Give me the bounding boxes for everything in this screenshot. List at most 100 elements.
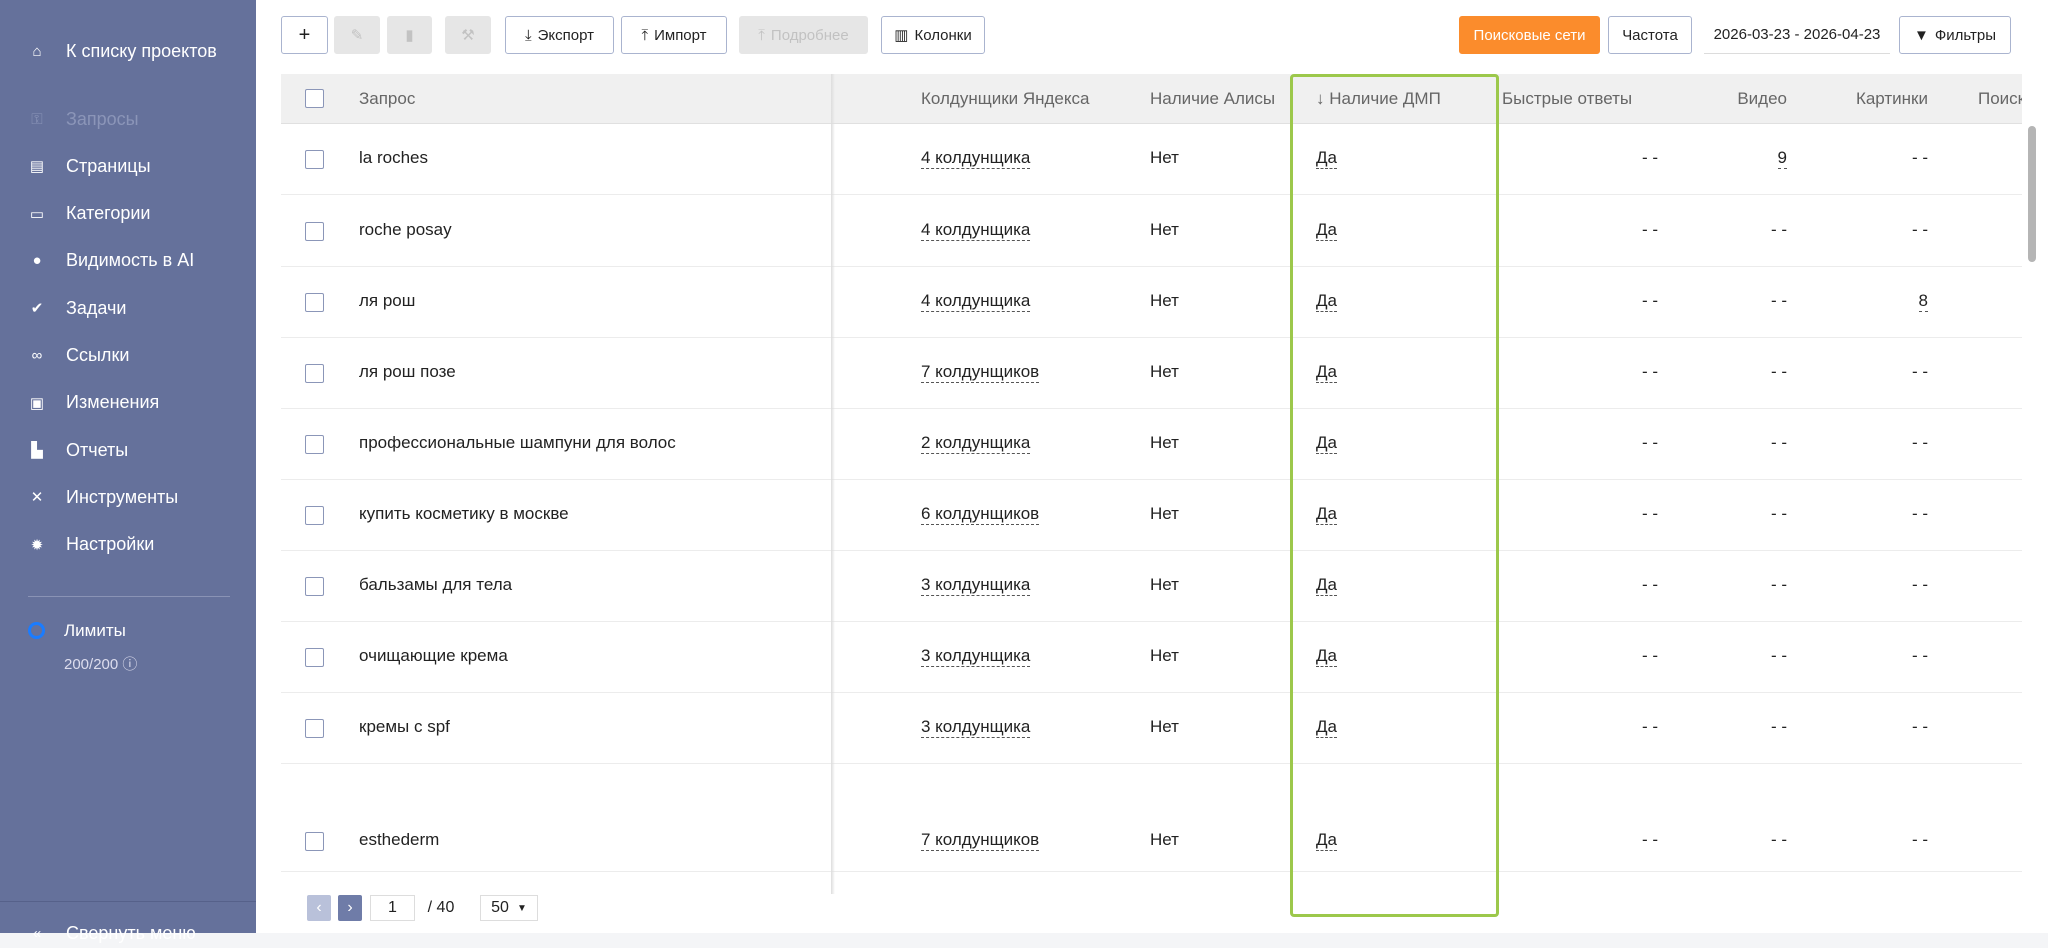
row-checkbox[interactable] bbox=[305, 435, 324, 454]
dmp-link[interactable]: Да bbox=[1316, 646, 1337, 667]
row-checkbox[interactable] bbox=[305, 150, 324, 169]
alice-value: Нет bbox=[1150, 433, 1179, 452]
search-engines-button[interactable]: Поисковые сети bbox=[1459, 16, 1600, 54]
sidebar: ⌂ К списку проектов ⚿ Запросы ▤ Страницы ▭ Кат… bbox=[0, 0, 256, 943]
columns-button[interactable]: ▥ Колонки bbox=[881, 16, 985, 54]
table-row[interactable]: купить косметику в москве 6 колдунщиков … bbox=[281, 480, 2022, 551]
wizards-link[interactable]: 6 колдунщиков bbox=[921, 504, 1040, 525]
table-row[interactable]: ля рош 4 колдунщика Нет Да - - - - 8 bbox=[281, 267, 2022, 338]
back-to-projects-link[interactable]: ⌂ К списку проектов bbox=[28, 36, 217, 66]
quick-answers-value: - - bbox=[1641, 148, 1658, 167]
sidebar-item-4[interactable]: ✔ Задачи bbox=[28, 293, 127, 323]
folder-icon: ▭ bbox=[29, 205, 45, 223]
header-query[interactable]: Запрос bbox=[359, 89, 416, 108]
table-row[interactable]: la roches 4 колдунщика Нет Да - - 9 - - bbox=[281, 124, 2022, 195]
filters-button[interactable]: ▼ Фильтры bbox=[1899, 16, 2011, 54]
delete-button[interactable]: ▮ bbox=[387, 16, 432, 54]
export-button[interactable]: ⤓ Экспорт bbox=[505, 16, 614, 54]
dmp-link[interactable]: Да bbox=[1316, 291, 1337, 312]
frequency-button[interactable]: Частота bbox=[1608, 16, 1692, 54]
dmp-link[interactable]: Да bbox=[1316, 717, 1337, 738]
per-page-select[interactable]: 50 ▼ bbox=[480, 895, 538, 921]
header-dmp[interactable]: ↓ Наличие ДМП bbox=[1316, 89, 1441, 108]
sidebar-item-0[interactable]: ⚿ Запросы bbox=[28, 104, 138, 134]
images-value[interactable]: 8 bbox=[1918, 291, 1928, 312]
header-images[interactable]: Картинки bbox=[1855, 89, 1928, 108]
table-row[interactable]: очищающие крема 3 колдунщика Нет Да - - … bbox=[281, 622, 2022, 693]
prev-page-button[interactable]: ‹ bbox=[307, 895, 331, 921]
sidebar-bottom-divider bbox=[0, 901, 256, 902]
row-checkbox[interactable] bbox=[305, 222, 324, 241]
quick-answers-value: - - bbox=[1641, 291, 1658, 310]
collapse-menu-button[interactable]: « Свернуть меню bbox=[28, 918, 196, 948]
wizards-link[interactable]: 4 колдунщика bbox=[921, 291, 1031, 312]
row-checkbox[interactable] bbox=[305, 832, 324, 851]
details-button[interactable]: ⤒ Подробнее bbox=[739, 16, 868, 54]
sidebar-item-3[interactable]: ● Видимость в AI bbox=[28, 246, 194, 276]
report-icon: ▙ bbox=[31, 442, 43, 460]
row-checkbox[interactable] bbox=[305, 506, 324, 525]
page-input[interactable]: 1 bbox=[370, 895, 415, 921]
sidebar-item-5[interactable]: ∞ Ссылки bbox=[28, 341, 130, 371]
dmp-link[interactable]: Да bbox=[1316, 830, 1337, 851]
edit-button[interactable]: ✎ bbox=[334, 16, 380, 54]
images-value: - - bbox=[1911, 433, 1928, 452]
dmp-link[interactable]: Да bbox=[1316, 504, 1337, 525]
import-button[interactable]: ⤒ Импорт bbox=[621, 16, 727, 54]
sidebar-item-8[interactable]: ✕ Инструменты bbox=[28, 482, 179, 512]
header-quick-answers[interactable]: Быстрые ответы bbox=[1502, 89, 1633, 108]
alice-value: Нет bbox=[1150, 717, 1179, 736]
wizards-link[interactable]: 2 колдунщика bbox=[921, 433, 1031, 454]
wizards-link[interactable]: 3 колдунщика bbox=[921, 717, 1031, 738]
tools-icon: ✕ bbox=[30, 489, 44, 507]
sidebar-item-7[interactable]: ▙ Отчеты bbox=[28, 435, 128, 465]
wizards-link[interactable]: 3 колдунщика bbox=[921, 646, 1031, 667]
video-value: - - bbox=[1770, 433, 1787, 452]
dmp-link[interactable]: Да bbox=[1316, 220, 1337, 241]
info-icon[interactable]: ⓘ bbox=[122, 656, 138, 673]
wizards-link[interactable]: 4 колдунщика bbox=[921, 148, 1031, 169]
sidebar-item-1[interactable]: ▤ Страницы bbox=[28, 151, 151, 181]
header-video[interactable]: Видео bbox=[1737, 89, 1787, 108]
row-checkbox[interactable] bbox=[305, 719, 324, 738]
wizards-link[interactable]: 7 колдунщиков bbox=[921, 362, 1040, 383]
date-range-picker[interactable]: 2026-03-23 - 2026-04-23 bbox=[1704, 16, 1890, 54]
video-value[interactable]: 9 bbox=[1777, 148, 1787, 169]
row-checkbox[interactable] bbox=[305, 648, 324, 667]
wizards-link[interactable]: 3 колдунщика bbox=[921, 575, 1031, 596]
per-page-value: 50 bbox=[491, 899, 509, 916]
vertical-scrollbar[interactable] bbox=[2028, 126, 2036, 262]
dmp-link[interactable]: Да bbox=[1316, 433, 1337, 454]
next-page-button[interactable]: › bbox=[338, 895, 362, 921]
sidebar-item-9[interactable]: ✹ Настройки bbox=[28, 530, 155, 560]
table-row[interactable]: roche posay 4 колдунщика Нет Да - - - - … bbox=[281, 196, 2022, 267]
limits-progress-icon bbox=[28, 622, 45, 639]
header-wizards[interactable]: Колдунщики Яндекса bbox=[921, 89, 1090, 108]
table-row[interactable]: бальзамы для тела 3 колдунщика Нет Да - … bbox=[281, 551, 2022, 622]
add-button[interactable]: + bbox=[281, 16, 328, 54]
sidebar-item-2[interactable]: ▭ Категории bbox=[28, 199, 151, 229]
tools-button[interactable]: ⚒ bbox=[445, 16, 491, 54]
table-row[interactable]: профессиональные шампуни для волос 2 кол… bbox=[281, 409, 2022, 480]
back-label: К списку проектов bbox=[66, 40, 217, 61]
query-text: купить косметику в москве bbox=[359, 504, 569, 523]
dmp-link[interactable]: Да bbox=[1316, 362, 1337, 383]
filters-label: Фильтры bbox=[1934, 26, 1997, 44]
row-checkbox[interactable] bbox=[305, 293, 324, 312]
table-row[interactable]: ля рош позе 7 колдунщиков Нет Да - - - -… bbox=[281, 338, 2022, 409]
select-all-checkbox[interactable] bbox=[305, 89, 324, 108]
dmp-link[interactable]: Да bbox=[1316, 575, 1337, 596]
wizards-link[interactable]: 4 колдунщика bbox=[921, 220, 1031, 241]
wizards-link[interactable]: 7 колдунщиков bbox=[921, 830, 1040, 851]
alice-value: Нет bbox=[1150, 504, 1179, 523]
table-row[interactable]: кремы с spf 3 колдунщика Нет Да - - - - … bbox=[281, 693, 2022, 764]
table-row[interactable]: esthederm 7 колдунщиков Нет Да - - - - -… bbox=[281, 764, 2022, 872]
video-value: - - bbox=[1770, 646, 1787, 665]
dmp-link[interactable]: Да bbox=[1316, 148, 1337, 169]
header-search[interactable]: Поиск bbox=[1978, 89, 2022, 108]
row-checkbox[interactable] bbox=[305, 364, 324, 383]
sidebar-item-6[interactable]: ▣ Изменения bbox=[28, 388, 159, 418]
double-chevron-left-icon: « bbox=[32, 924, 42, 942]
header-alice[interactable]: Наличие Алисы bbox=[1150, 89, 1276, 108]
row-checkbox[interactable] bbox=[305, 577, 324, 596]
